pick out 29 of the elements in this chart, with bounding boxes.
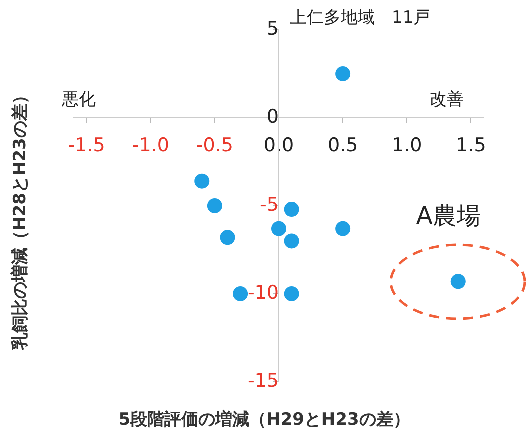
y-axis-title: 乳飼比の増減（H28とH23の差） — [10, 86, 32, 352]
x-tick-label: -1.0 — [132, 134, 170, 156]
x-axis-title: 5段階評価の増減（H29とH23の差） — [118, 409, 412, 431]
point — [284, 202, 300, 218]
x-tick-label: -0.5 — [196, 134, 234, 156]
point — [194, 174, 210, 189]
x-tick-label: 0.5 — [328, 134, 358, 156]
chart-title: 上仁多地域 11戸 — [290, 7, 431, 29]
x-tick-label: 0.0 — [264, 134, 294, 156]
point — [336, 221, 351, 236]
y-tick-label: 5 — [266, 18, 279, 40]
point — [450, 274, 466, 290]
x-tick-label: -1.5 — [68, 134, 106, 156]
y-tick-label: -15 — [248, 370, 279, 392]
point — [272, 221, 286, 236]
y-tick-label: -5 — [260, 194, 279, 216]
point — [284, 286, 300, 302]
x-tick-label: 1.5 — [456, 134, 486, 156]
annotation: A農場 — [416, 200, 481, 232]
annotation: 改善 — [430, 89, 464, 111]
x-tick-label: 1.0 — [392, 134, 422, 156]
annotation: 悪化 — [62, 89, 96, 111]
point — [336, 66, 351, 82]
y-tick-label: 0 — [266, 106, 279, 128]
point — [233, 286, 248, 302]
point — [220, 230, 236, 246]
point — [207, 198, 222, 214]
point — [284, 234, 300, 249]
y-tick-label: -10 — [248, 282, 279, 304]
